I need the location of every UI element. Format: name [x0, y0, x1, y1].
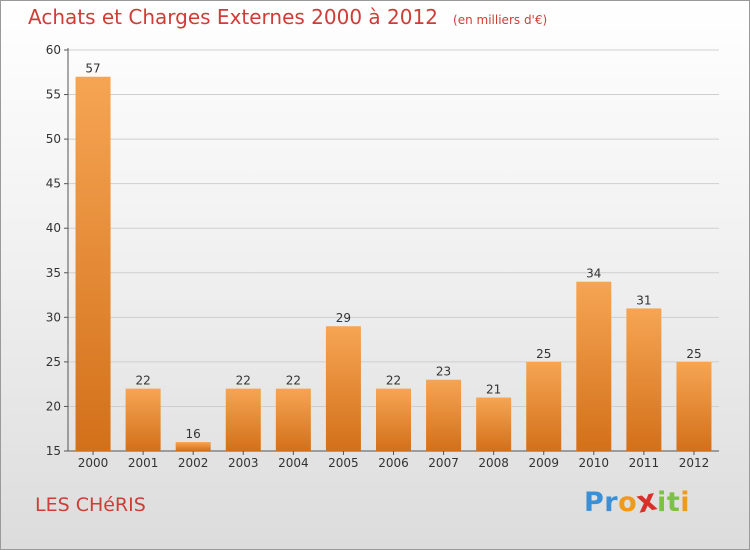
data-labels: 57 22 16 22 22 29 22 23 21 25 34 31 25: [85, 62, 701, 441]
data-label-2012: 25: [686, 347, 701, 361]
bar-2012: [676, 361, 712, 451]
bar-2003: [225, 388, 261, 451]
x-tick-label-2000: 2000: [78, 456, 109, 470]
x-tick-label-2012: 2012: [679, 456, 710, 470]
x-tick-label-2004: 2004: [278, 456, 309, 470]
y-tick-label: 15: [46, 444, 61, 458]
logo-letter: P: [584, 487, 605, 518]
y-tick-label: 35: [46, 266, 61, 280]
x-tick-label-2006: 2006: [378, 456, 409, 470]
y-tick-label: 30: [46, 310, 61, 324]
logo-letter: r: [604, 487, 619, 518]
data-label-2007: 23: [436, 365, 451, 379]
chart-subtitle: (en milliers d'€): [453, 13, 548, 27]
data-label-2008: 21: [486, 383, 501, 397]
x-tick-label-2003: 2003: [228, 456, 259, 470]
x-tick-label-2008: 2008: [478, 456, 509, 470]
y-tick-label: 50: [46, 132, 61, 146]
x-tick-label-2007: 2007: [428, 456, 459, 470]
logo-letter: i: [680, 487, 690, 518]
bar-2001: [125, 388, 161, 451]
y-tick-label: 45: [46, 177, 61, 191]
bar-2008: [476, 397, 512, 451]
bar-2005: [325, 326, 361, 451]
logo-letter: o: [618, 487, 638, 518]
proxiti-logo: Proxiti: [584, 482, 690, 520]
x-tick-label-2011: 2011: [629, 456, 660, 470]
data-label-2003: 22: [236, 374, 251, 388]
bar-2009: [526, 361, 562, 451]
data-label-2011: 31: [636, 293, 651, 307]
y-tick-label: 55: [46, 88, 61, 102]
data-label-2004: 22: [286, 374, 301, 388]
data-label-2006: 22: [386, 374, 401, 388]
x-tick-label-2001: 2001: [128, 456, 159, 470]
grid-lines: [68, 49, 719, 407]
tick-labels: 15 20 25 30 35 40 45 50 55 60 2000 2001 2002 2003 2004…: [46, 43, 710, 470]
bar-2010: [576, 281, 612, 451]
y-tick-label: 60: [46, 43, 61, 57]
x-tick-label-2010: 2010: [579, 456, 610, 470]
bars: [75, 76, 712, 451]
logo-letter: t: [666, 487, 681, 518]
title-row: Achats et Charges Externes 2000 à 2012 (…: [28, 5, 547, 29]
y-tick-label: 20: [46, 399, 61, 413]
bar-2002: [175, 442, 211, 451]
x-tick-label-2009: 2009: [528, 456, 559, 470]
bar-2007: [426, 379, 462, 451]
commune-name: LES CHéRIS: [35, 494, 146, 516]
data-label-2001: 22: [135, 374, 150, 388]
chart-title: Achats et Charges Externes 2000 à 2012: [28, 5, 438, 29]
y-tick-label: 40: [46, 221, 61, 235]
data-label-2005: 29: [336, 311, 351, 325]
data-label-2010: 34: [586, 267, 601, 281]
x-tick-label-2005: 2005: [328, 456, 359, 470]
data-label-2000: 57: [85, 62, 100, 76]
bar-2000: [75, 76, 111, 451]
bar-2006: [376, 388, 411, 451]
logo-letter: i: [657, 487, 667, 518]
bar-2011: [626, 308, 662, 451]
data-label-2002: 16: [186, 427, 201, 441]
bar-2004: [275, 388, 311, 451]
data-label-2009: 25: [536, 347, 551, 361]
x-tick-label-2002: 2002: [178, 456, 209, 470]
y-tick-label: 25: [46, 355, 61, 369]
